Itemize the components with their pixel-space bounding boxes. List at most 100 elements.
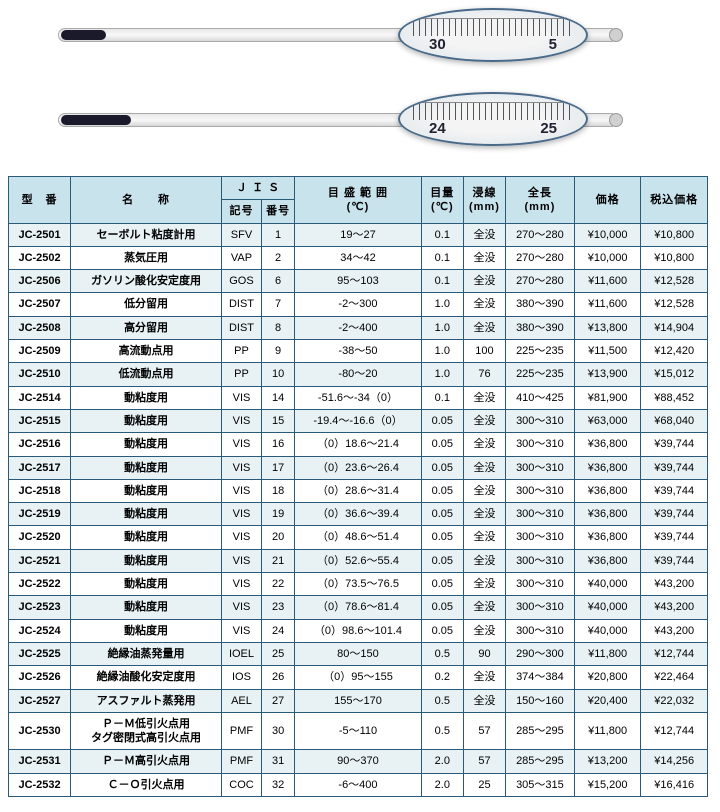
- cell-length: 270～280: [506, 270, 575, 293]
- table-row: JC-2519動粘度用VIS19（0）36.6～39.40.05全没300～31…: [9, 503, 708, 526]
- cell-length: 270～280: [506, 223, 575, 246]
- cell-taxprice: ¥43,200: [641, 573, 708, 596]
- cell-range: （0）78.6～81.4: [295, 596, 421, 619]
- magnifier-1-left-value: 30: [429, 36, 446, 53]
- cell-length: 300～310: [506, 479, 575, 502]
- cell-name: 動粘度用: [71, 479, 222, 502]
- cell-length: 300～310: [506, 549, 575, 572]
- cell-taxprice: ¥22,464: [641, 666, 708, 689]
- cell-taxprice: ¥12,744: [641, 642, 708, 665]
- cell-name: 動粘度用: [71, 596, 222, 619]
- cell-taxprice: ¥10,800: [641, 223, 708, 246]
- cell-price: ¥13,200: [574, 750, 641, 773]
- cell-immersion: 全没: [463, 526, 505, 549]
- cell-taxprice: ¥16,416: [641, 773, 708, 796]
- cell-range: -19.4～-16.6（0）: [295, 409, 421, 432]
- table-row: JC-2522動粘度用VIS22（0）73.5～76.50.05全没300～31…: [9, 573, 708, 596]
- cell-immersion: 57: [463, 712, 505, 750]
- cell-taxprice: ¥22,032: [641, 689, 708, 712]
- cell-length: 150～160: [506, 689, 575, 712]
- cell-taxprice: ¥12,528: [641, 293, 708, 316]
- cell-step: 0.1: [421, 270, 463, 293]
- cell-jis-code: VIS: [222, 526, 262, 549]
- table-row: JC-2523動粘度用VIS23（0）78.6～81.40.05全没300～31…: [9, 596, 708, 619]
- cell-jis-no: 17: [261, 456, 294, 479]
- magnifier-2-right-value: 25: [540, 120, 557, 137]
- table-row: JC-2509高流動点用PP9-38～501.0100225～235¥11,50…: [9, 340, 708, 363]
- cell-immersion: 全没: [463, 619, 505, 642]
- cell-taxprice: ¥10,800: [641, 246, 708, 269]
- cell-step: 0.1: [421, 223, 463, 246]
- cell-length: 380～390: [506, 293, 575, 316]
- cell-range: （0）28.6～31.4: [295, 479, 421, 502]
- cell-length: 410～425: [506, 386, 575, 409]
- cell-range: 95～103: [295, 270, 421, 293]
- cell-model: JC-2532: [9, 773, 71, 796]
- cell-taxprice: ¥12,528: [641, 270, 708, 293]
- cell-range: （0）95～155: [295, 666, 421, 689]
- cell-price: ¥40,000: [574, 619, 641, 642]
- cell-jis-no: 21: [261, 549, 294, 572]
- cell-name: 動粘度用: [71, 526, 222, 549]
- cell-length: 300～310: [506, 456, 575, 479]
- cell-jis-code: VIS: [222, 573, 262, 596]
- cell-immersion: 57: [463, 750, 505, 773]
- cell-range: -6～400: [295, 773, 421, 796]
- table-row: JC-2506ガソリン酸化安定度用GOS695～1030.1全没270～280¥…: [9, 270, 708, 293]
- cell-immersion: 全没: [463, 316, 505, 339]
- magnifier-2-ticks: [413, 102, 573, 120]
- cell-model: JC-2522: [9, 573, 71, 596]
- cell-range: -38～50: [295, 340, 421, 363]
- cell-price: ¥10,000: [574, 246, 641, 269]
- cell-immersion: 全没: [463, 666, 505, 689]
- thermometer-1-end: [609, 28, 623, 42]
- cell-name: 動粘度用: [71, 456, 222, 479]
- cell-jis-no: 22: [261, 573, 294, 596]
- cell-price: ¥11,600: [574, 293, 641, 316]
- cell-model: JC-2526: [9, 666, 71, 689]
- cell-model: JC-2525: [9, 642, 71, 665]
- cell-jis-code: AEL: [222, 689, 262, 712]
- table-body: JC-2501セーボルト粘度計用SFV119～270.1全没270～280¥10…: [9, 223, 708, 796]
- cell-name: セーボルト粘度計用: [71, 223, 222, 246]
- cell-range: -51.6～-34（0）: [295, 386, 421, 409]
- table-row: JC-2510低流動点用PP10-80～201.076225～235¥13,90…: [9, 363, 708, 386]
- cell-jis-code: VIS: [222, 433, 262, 456]
- cell-taxprice: ¥12,744: [641, 712, 708, 750]
- cell-range: -5～110: [295, 712, 421, 750]
- table-row: JC-2508高分留用DIST8-2～4001.0全没380～390¥13,80…: [9, 316, 708, 339]
- cell-price: ¥15,200: [574, 773, 641, 796]
- cell-jis-code: SFV: [222, 223, 262, 246]
- cell-immersion: 全没: [463, 456, 505, 479]
- cell-range: 80～150: [295, 642, 421, 665]
- cell-jis-no: 32: [261, 773, 294, 796]
- cell-jis-code: VIS: [222, 549, 262, 572]
- cell-jis-no: 25: [261, 642, 294, 665]
- cell-name: 高流動点用: [71, 340, 222, 363]
- cell-price: ¥36,800: [574, 456, 641, 479]
- cell-jis-code: DIST: [222, 316, 262, 339]
- cell-model: JC-2507: [9, 293, 71, 316]
- cell-jis-code: VAP: [222, 246, 262, 269]
- table-row: JC-2517動粘度用VIS17（0）23.6～26.40.05全没300～31…: [9, 456, 708, 479]
- magnifier-1-right-value: 5: [549, 36, 557, 53]
- cell-model: JC-2519: [9, 503, 71, 526]
- cell-immersion: 全没: [463, 573, 505, 596]
- cell-step: 0.05: [421, 619, 463, 642]
- thermometer-1-bulb: [61, 30, 106, 40]
- cell-price: ¥36,800: [574, 526, 641, 549]
- cell-model: JC-2521: [9, 549, 71, 572]
- header-length: 全長(mm): [506, 177, 575, 224]
- cell-immersion: 90: [463, 642, 505, 665]
- cell-step: 0.1: [421, 246, 463, 269]
- cell-jis-no: 23: [261, 596, 294, 619]
- cell-length: 225～235: [506, 363, 575, 386]
- cell-step: 0.1: [421, 386, 463, 409]
- table-row: JC-2525絶縁油蒸発量用IOEL2580～1500.590290～300¥1…: [9, 642, 708, 665]
- cell-name: ガソリン酸化安定度用: [71, 270, 222, 293]
- cell-name: Ｐ－Ｍ高引火点用: [71, 750, 222, 773]
- cell-step: 1.0: [421, 293, 463, 316]
- cell-immersion: 全没: [463, 503, 505, 526]
- table-row: JC-2518動粘度用VIS18（0）28.6～31.40.05全没300～31…: [9, 479, 708, 502]
- cell-model: JC-2518: [9, 479, 71, 502]
